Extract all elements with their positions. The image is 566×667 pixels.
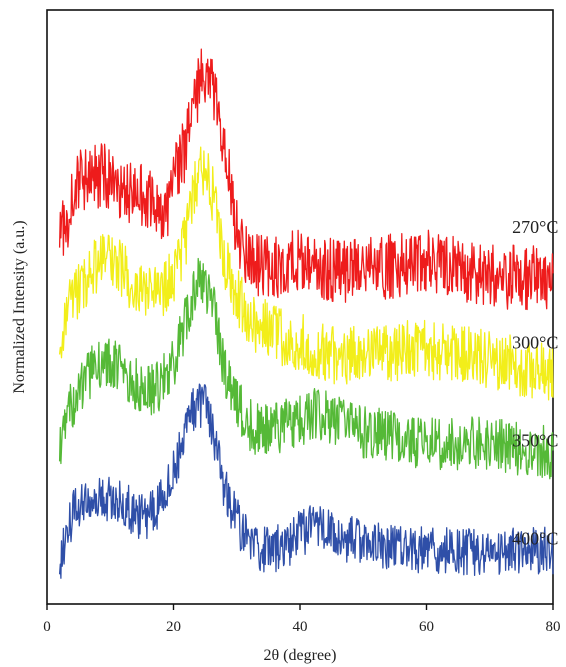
- x-axis-title: 2θ (degree): [264, 647, 337, 664]
- y-axis-title: Normalized Intensity (a.u.): [11, 220, 28, 393]
- series-line-2: [58, 146, 554, 401]
- series-label-2: 300°C: [512, 333, 558, 353]
- x-tick-label: 0: [43, 619, 51, 635]
- x-tick-label: 80: [546, 619, 561, 635]
- x-axis-ticks: 0 20 40 60 80: [43, 604, 561, 635]
- series-line-3: [58, 257, 554, 480]
- series-group: [58, 48, 554, 579]
- series-labels: 270°C 300°C 350°C 400°C: [512, 217, 558, 549]
- x-tick-label: 40: [293, 619, 308, 635]
- x-tick-label: 60: [419, 619, 434, 635]
- series-line-4: [58, 383, 554, 579]
- series-line-1: [58, 48, 554, 311]
- x-tick-label: 20: [166, 619, 181, 635]
- series-label-1: 270°C: [512, 217, 558, 237]
- series-label-3: 350°C: [512, 431, 558, 451]
- series-label-4: 400°C: [512, 529, 558, 549]
